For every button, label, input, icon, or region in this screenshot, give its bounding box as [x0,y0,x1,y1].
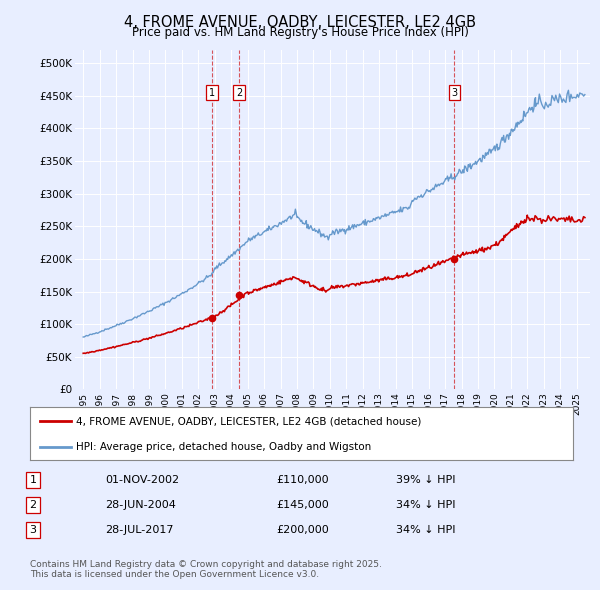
Text: HPI: Average price, detached house, Oadby and Wigston: HPI: Average price, detached house, Oadb… [76,442,371,452]
Text: 3: 3 [29,525,37,535]
Text: £200,000: £200,000 [276,525,329,535]
Text: 2: 2 [236,87,242,97]
Text: Price paid vs. HM Land Registry's House Price Index (HPI): Price paid vs. HM Land Registry's House … [131,26,469,39]
Text: 4, FROME AVENUE, OADBY, LEICESTER, LE2 4GB (detached house): 4, FROME AVENUE, OADBY, LEICESTER, LE2 4… [76,417,422,427]
Text: 39% ↓ HPI: 39% ↓ HPI [396,475,455,485]
Text: 1: 1 [29,475,37,485]
Text: 28-JUL-2017: 28-JUL-2017 [105,525,173,535]
Text: 34% ↓ HPI: 34% ↓ HPI [396,525,455,535]
Text: £145,000: £145,000 [276,500,329,510]
Text: 2: 2 [29,500,37,510]
Text: 3: 3 [451,87,458,97]
Text: Contains HM Land Registry data © Crown copyright and database right 2025.
This d: Contains HM Land Registry data © Crown c… [30,560,382,579]
Text: 1: 1 [209,87,215,97]
Text: 01-NOV-2002: 01-NOV-2002 [105,475,179,485]
Text: 28-JUN-2004: 28-JUN-2004 [105,500,176,510]
Text: £110,000: £110,000 [276,475,329,485]
Text: 4, FROME AVENUE, OADBY, LEICESTER, LE2 4GB: 4, FROME AVENUE, OADBY, LEICESTER, LE2 4… [124,15,476,30]
Text: 34% ↓ HPI: 34% ↓ HPI [396,500,455,510]
